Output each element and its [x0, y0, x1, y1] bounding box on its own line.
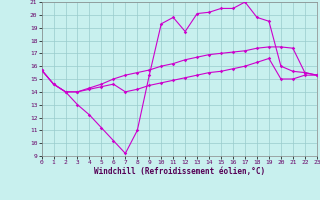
X-axis label: Windchill (Refroidissement éolien,°C): Windchill (Refroidissement éolien,°C)	[94, 167, 265, 176]
